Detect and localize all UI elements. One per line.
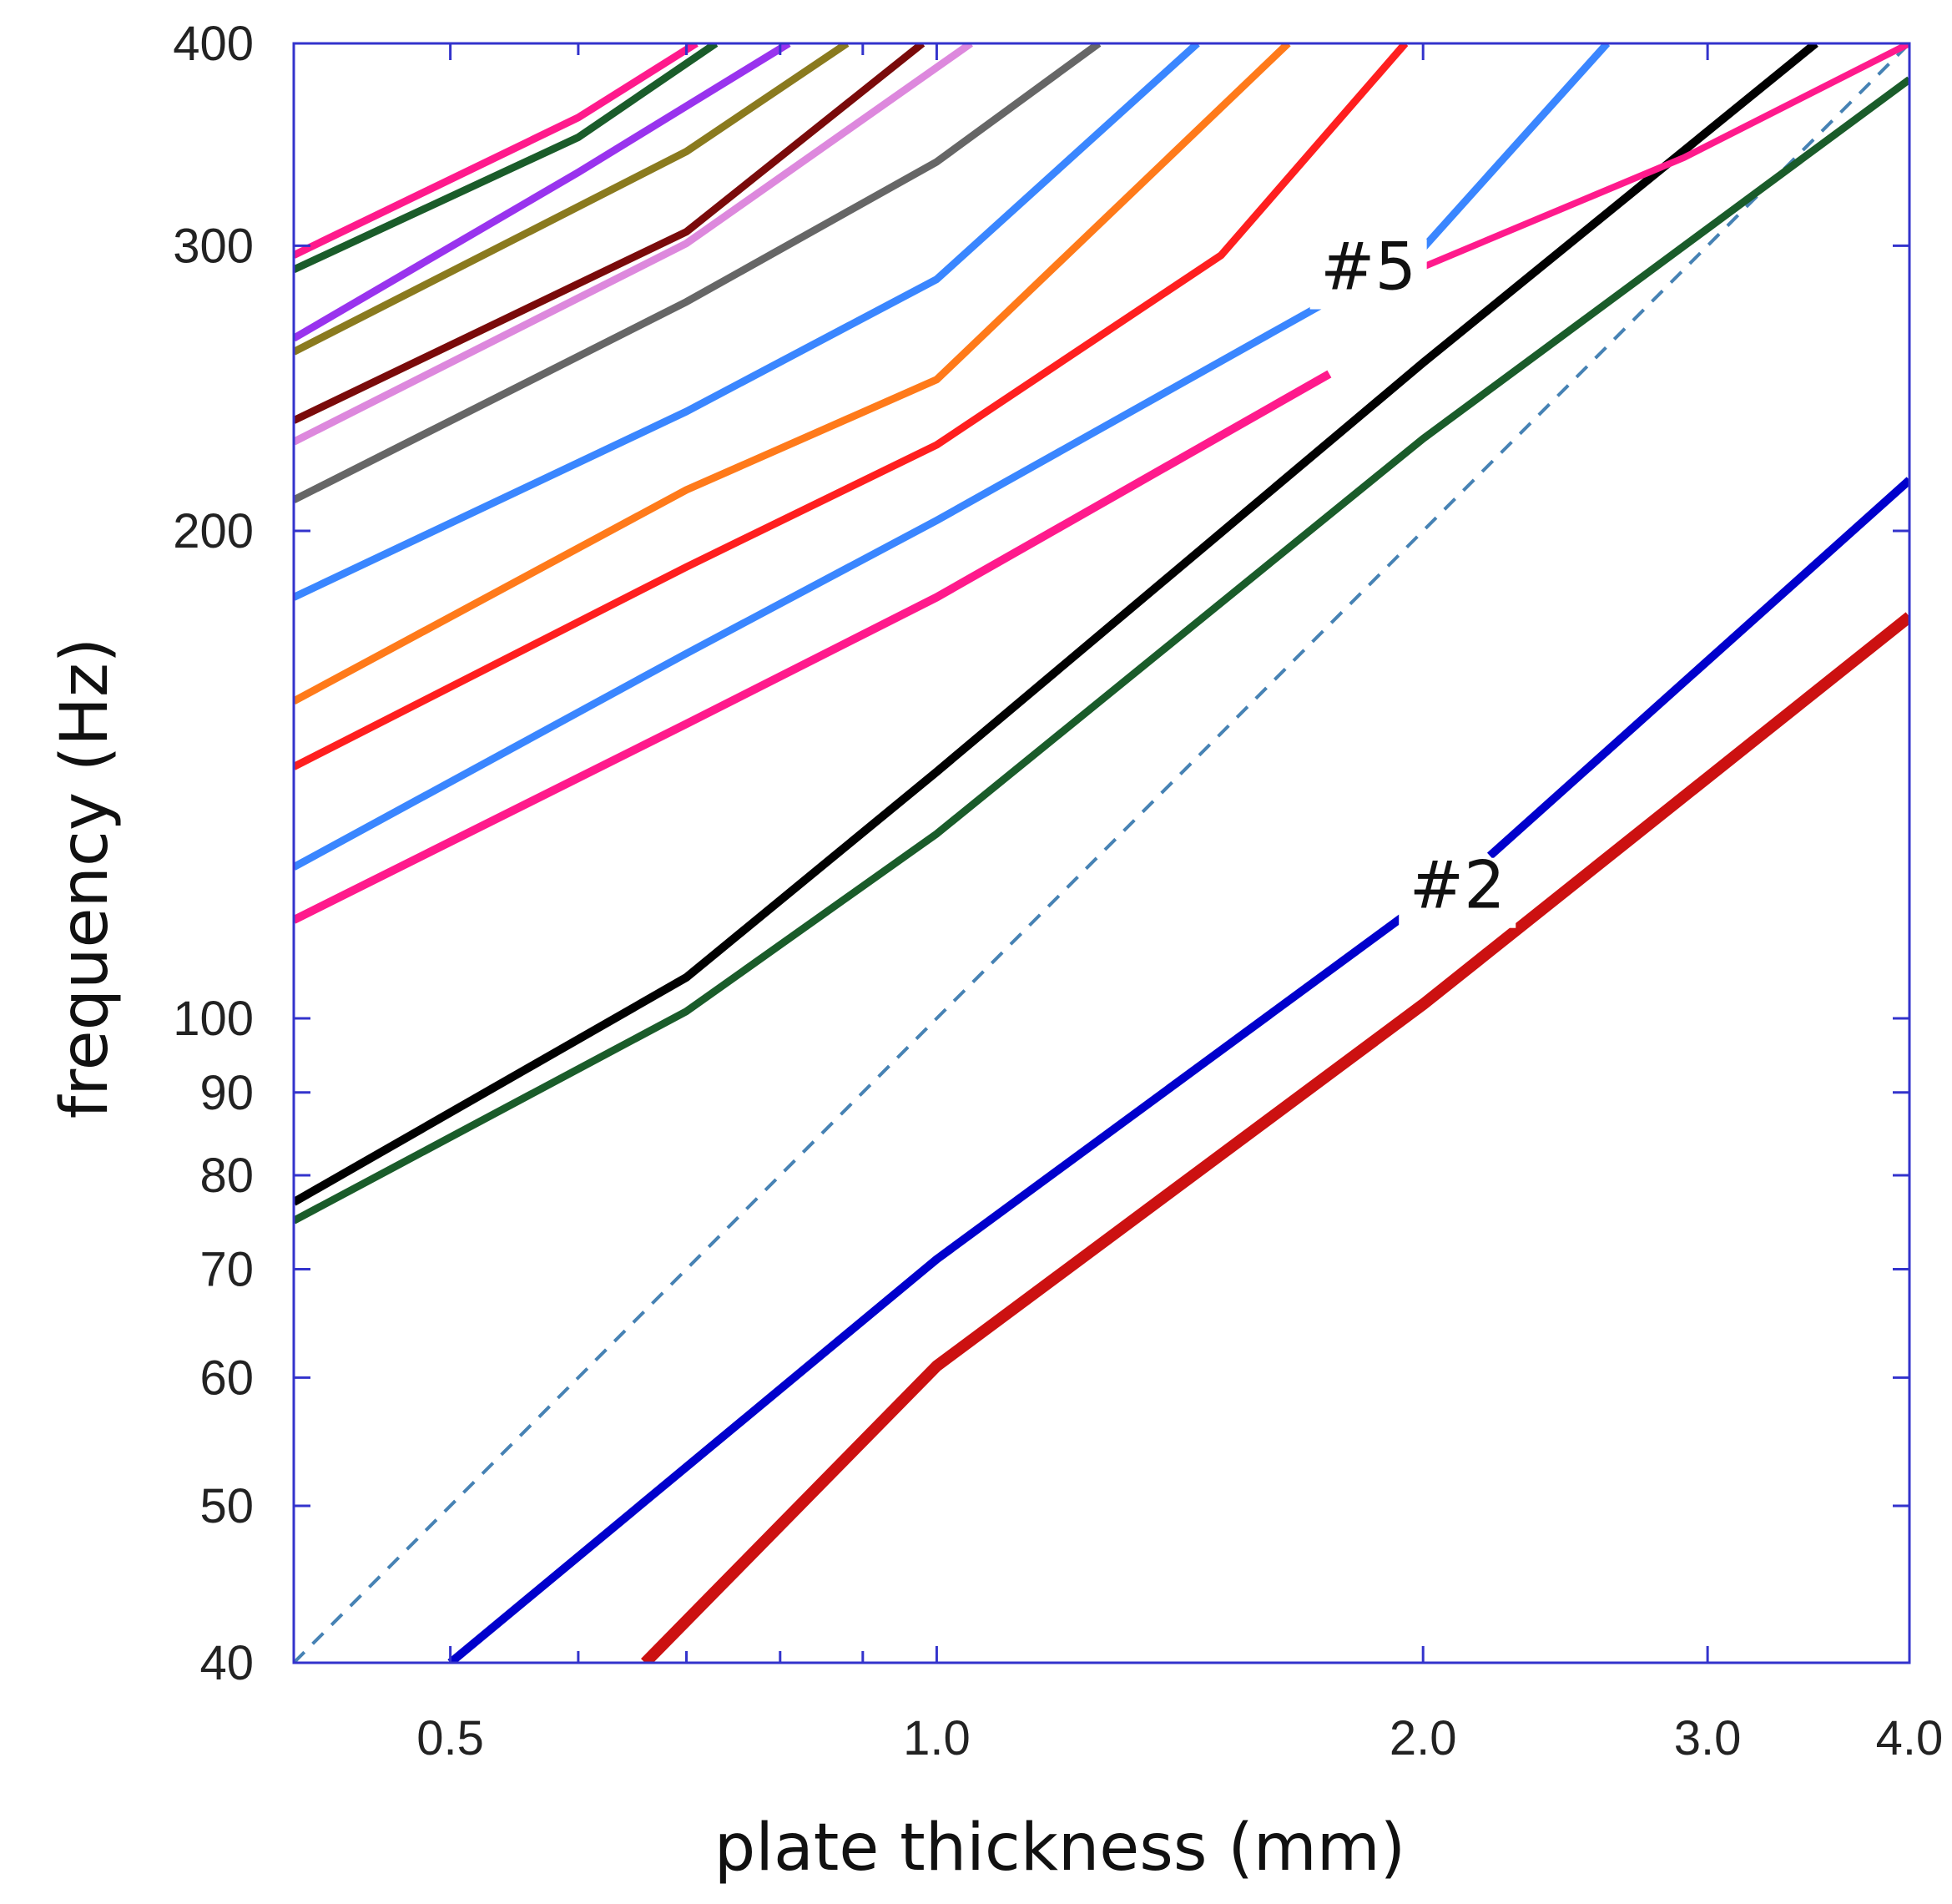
series-line [294, 43, 1102, 503]
series-line [294, 43, 926, 424]
series-line [294, 43, 719, 273]
y-tick-label: 400 [173, 17, 254, 71]
x-tick-label: 3.0 [1674, 1711, 1742, 1765]
x-tick-label: 1.0 [903, 1711, 971, 1765]
y-tick-label: 60 [199, 1351, 254, 1405]
series-line [447, 898, 1426, 1663]
plot-lines [294, 43, 1909, 1663]
y-tick-label: 100 [173, 992, 254, 1046]
axis-ticks [294, 42, 1911, 1664]
series-line [294, 43, 850, 356]
x-tick-label: 0.5 [416, 1711, 484, 1765]
series-line [1404, 43, 1909, 278]
annotations: #5 #2 [1309, 230, 1516, 928]
x-axis-title: plate thickness (mm) [714, 1811, 1405, 1886]
series-line [294, 43, 973, 446]
y-tick-label: 80 [199, 1149, 254, 1203]
y-tick-label: 50 [199, 1479, 254, 1533]
annotation-background [1399, 857, 1516, 928]
series-line [294, 43, 1200, 601]
plot-frame [292, 42, 1911, 1664]
plot-frame-layer [292, 42, 1911, 1664]
x-tick-label: 4.0 [1876, 1711, 1944, 1765]
annotation-label: #2 [1410, 849, 1506, 924]
annotation-background [1309, 239, 1427, 310]
y-tick-label: 70 [199, 1243, 254, 1297]
series-line [294, 43, 1291, 705]
series-line [294, 43, 1909, 1663]
y-axis-title: frequency (Hz) [48, 638, 123, 1119]
series-line [294, 43, 791, 342]
y-tick-label: 40 [199, 1636, 254, 1690]
y-tick-label: 200 [173, 504, 254, 558]
series-line [294, 43, 1611, 871]
y-tick-label: 300 [173, 219, 254, 273]
annotation-label: #5 [1320, 230, 1416, 306]
series-line [1486, 477, 1909, 860]
series-line [294, 43, 1818, 1206]
series-line [294, 76, 1909, 1225]
series-line [641, 612, 1909, 1663]
series-line [294, 43, 1409, 770]
y-tick-label: 90 [199, 1066, 254, 1120]
series-line [294, 370, 1332, 924]
series-line [294, 43, 699, 259]
x-tick-label: 2.0 [1390, 1711, 1457, 1765]
tick-labels: 0.5 1.0 2.0 3.0 4.0 40 50 60 70 80 90 100 200 300 400 [173, 17, 1943, 1765]
